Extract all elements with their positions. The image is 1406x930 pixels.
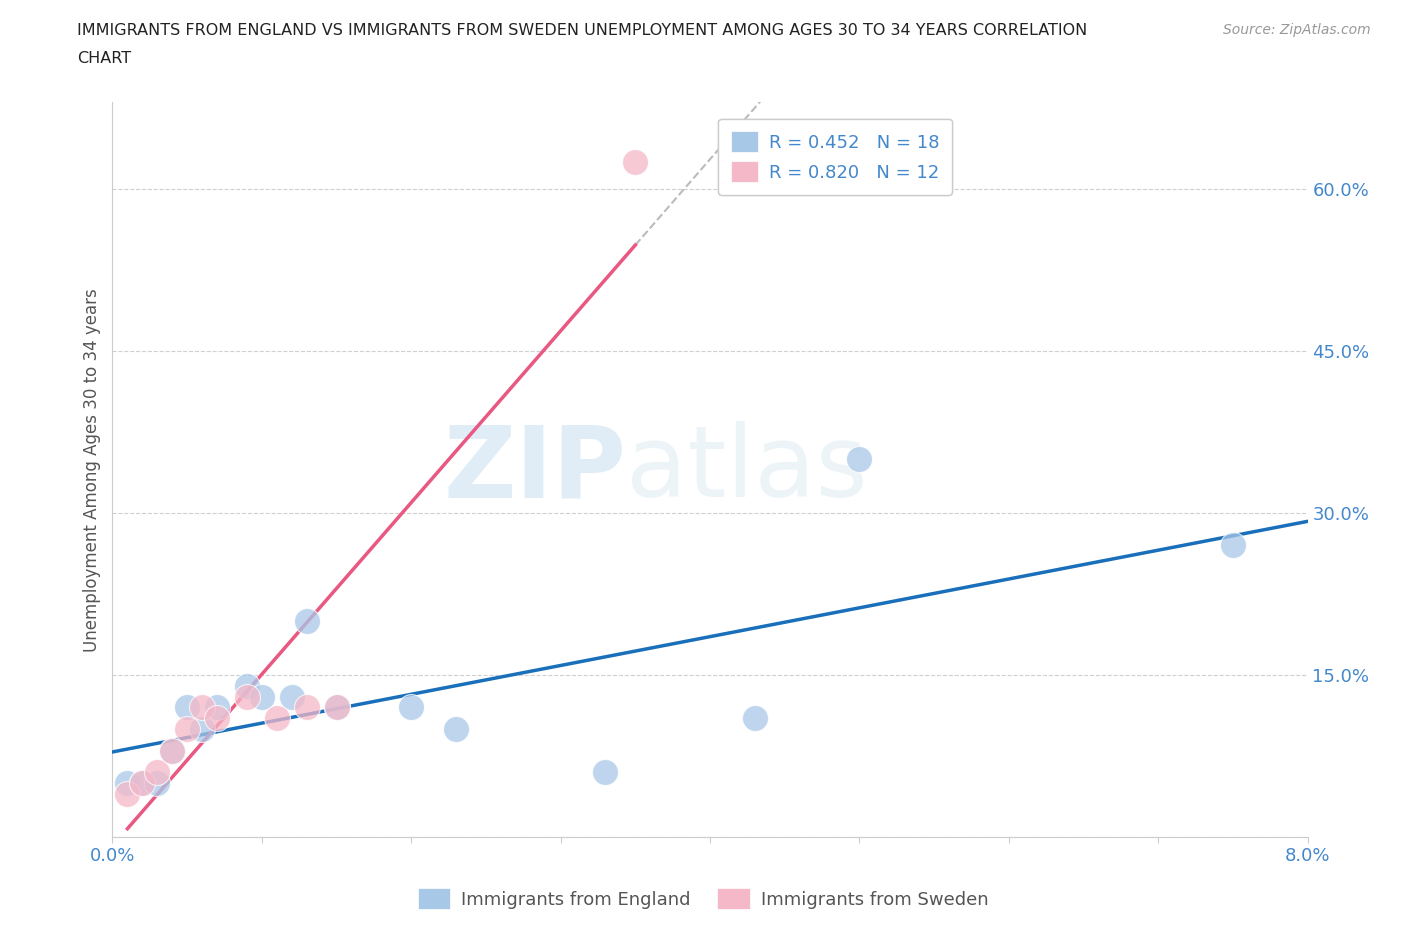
Text: IMMIGRANTS FROM ENGLAND VS IMMIGRANTS FROM SWEDEN UNEMPLOYMENT AMONG AGES 30 TO : IMMIGRANTS FROM ENGLAND VS IMMIGRANTS FR… bbox=[77, 23, 1088, 38]
Legend: Immigrants from England, Immigrants from Sweden: Immigrants from England, Immigrants from… bbox=[411, 881, 995, 916]
Point bbox=[295, 614, 318, 629]
Text: CHART: CHART bbox=[77, 51, 131, 66]
Point bbox=[444, 722, 467, 737]
Point bbox=[117, 776, 139, 790]
Point bbox=[250, 689, 273, 704]
Legend: R = 0.452   N = 18, R = 0.820   N = 12: R = 0.452 N = 18, R = 0.820 N = 12 bbox=[718, 119, 952, 194]
Point bbox=[236, 678, 259, 693]
Point bbox=[205, 700, 228, 715]
Point bbox=[162, 743, 183, 758]
Text: Source: ZipAtlas.com: Source: ZipAtlas.com bbox=[1223, 23, 1371, 37]
Point bbox=[848, 451, 870, 466]
Text: ZIP: ZIP bbox=[443, 421, 627, 518]
Point bbox=[191, 722, 214, 737]
Point bbox=[205, 711, 228, 725]
Point bbox=[131, 776, 153, 790]
Point bbox=[191, 700, 214, 715]
Point bbox=[325, 700, 347, 715]
Point bbox=[176, 700, 198, 715]
Point bbox=[624, 154, 647, 169]
Point bbox=[401, 700, 423, 715]
Y-axis label: Unemployment Among Ages 30 to 34 years: Unemployment Among Ages 30 to 34 years bbox=[83, 287, 101, 652]
Point bbox=[162, 743, 183, 758]
Point bbox=[281, 689, 304, 704]
Point bbox=[266, 711, 288, 725]
Point bbox=[1222, 538, 1244, 552]
Point bbox=[744, 711, 766, 725]
Point bbox=[236, 689, 259, 704]
Point bbox=[117, 787, 139, 802]
Point bbox=[295, 700, 318, 715]
Point bbox=[146, 764, 169, 779]
Point bbox=[325, 700, 347, 715]
Point bbox=[131, 776, 153, 790]
Text: atlas: atlas bbox=[627, 421, 868, 518]
Point bbox=[146, 776, 169, 790]
Point bbox=[595, 764, 617, 779]
Point bbox=[176, 722, 198, 737]
